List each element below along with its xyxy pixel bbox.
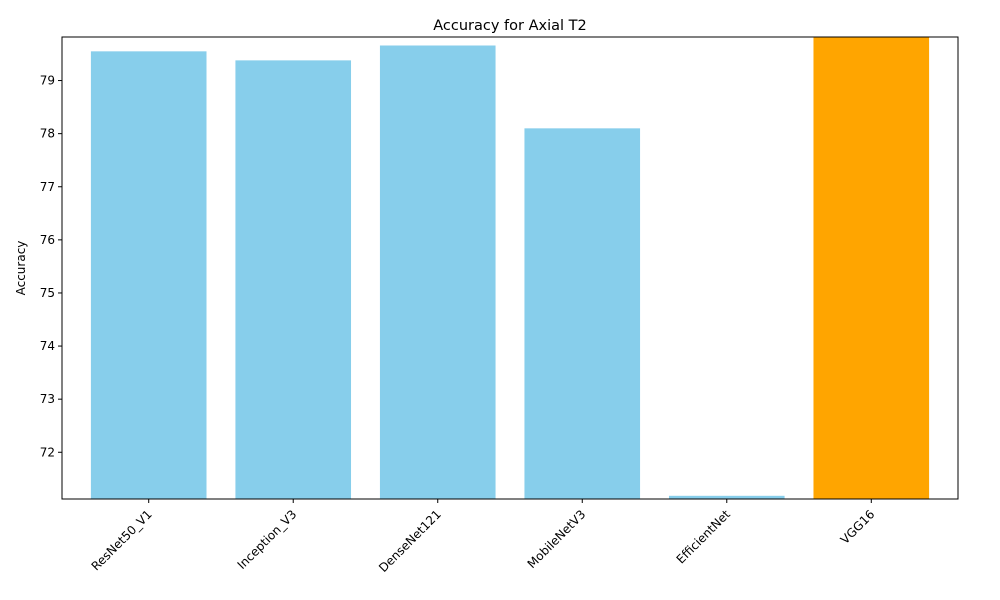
y-tick-label: 79 <box>40 74 55 88</box>
y-tick-label: 72 <box>40 445 55 459</box>
bar-vgg16 <box>813 37 930 499</box>
bars-group <box>90 37 930 500</box>
y-tick-label: 74 <box>40 339 55 353</box>
y-axis-label: Accuracy <box>14 241 28 296</box>
bar-mobilenetv3 <box>524 128 641 499</box>
y-tick-label: 78 <box>40 127 55 141</box>
bar-densenet121 <box>379 45 496 499</box>
bar-inception-v3 <box>235 60 352 500</box>
chart-title: Accuracy for Axial T2 <box>433 18 587 34</box>
bar-efficientnet <box>668 495 785 499</box>
y-axis-ticks: 72 73 74 75 76 77 78 79 <box>40 74 62 459</box>
y-tick-label: 77 <box>40 180 55 194</box>
plot-frame <box>61 36 959 500</box>
y-tick-label: 75 <box>40 286 55 300</box>
y-tick-label: 76 <box>40 233 55 247</box>
y-tick-label: 73 <box>40 392 55 406</box>
bar-resnet50-v1 <box>90 51 207 500</box>
